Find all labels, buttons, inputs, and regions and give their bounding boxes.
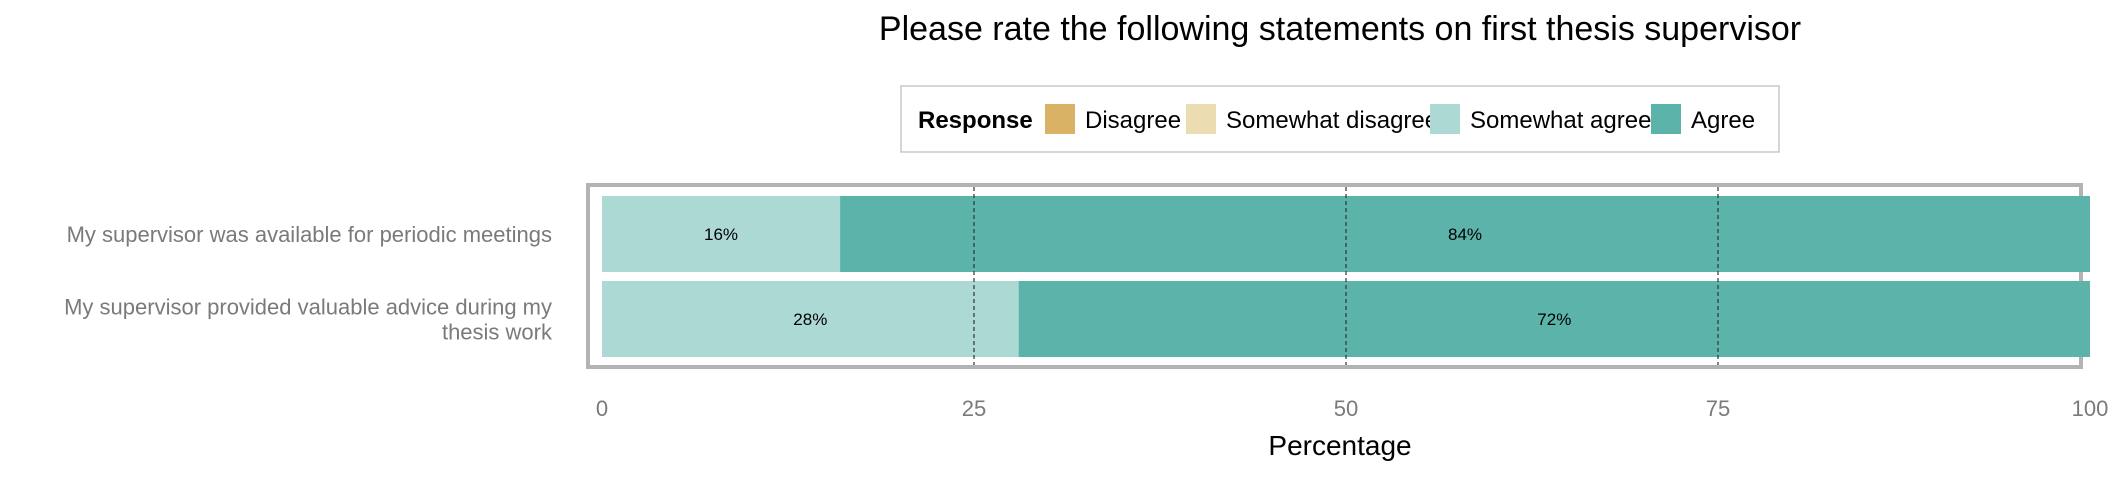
legend-swatch — [1651, 104, 1681, 134]
legend-swatch — [1430, 104, 1460, 134]
chart-title: Please rate the following statements on … — [879, 10, 1801, 48]
legend: Response Disagree Somewhat disagree Somewh… — [900, 85, 1780, 153]
legend-label: Agree — [1691, 107, 1755, 134]
legend-label: Disagree — [1085, 107, 1181, 134]
category-label: My supervisor provided valuable advice d… — [64, 295, 552, 320]
x-tick-label: 100 — [2072, 396, 2109, 421]
legend-swatch — [1045, 104, 1075, 134]
legend-title: Response — [918, 107, 1033, 134]
plot-area: 16% 84% 28% 72% My supervisor was available… — [64, 183, 2109, 421]
legend-label: Somewhat agree — [1470, 107, 1651, 134]
x-tick-label: 75 — [1706, 396, 1730, 421]
bar-segment — [602, 196, 841, 272]
bar-data-label: 72% — [1537, 310, 1571, 329]
bar-segment — [840, 196, 2090, 272]
x-tick-label: 0 — [596, 396, 608, 421]
x-tick-label: 25 — [962, 396, 986, 421]
bar-segment — [1018, 281, 2090, 357]
bar-data-label: 84% — [1448, 225, 1482, 244]
legend-label: Somewhat disagree — [1226, 107, 1438, 134]
category-label: My supervisor was available for periodic… — [67, 222, 552, 247]
plot-frame — [586, 183, 2083, 369]
bar-data-label: 28% — [793, 310, 827, 329]
bar-segment — [602, 281, 1019, 357]
x-axis-title: Percentage — [1268, 430, 1411, 461]
category-label: thesis work — [442, 320, 553, 345]
x-tick-label: 50 — [1334, 396, 1358, 421]
bar-data-label: 16% — [704, 225, 738, 244]
legend-swatch — [1186, 104, 1216, 134]
